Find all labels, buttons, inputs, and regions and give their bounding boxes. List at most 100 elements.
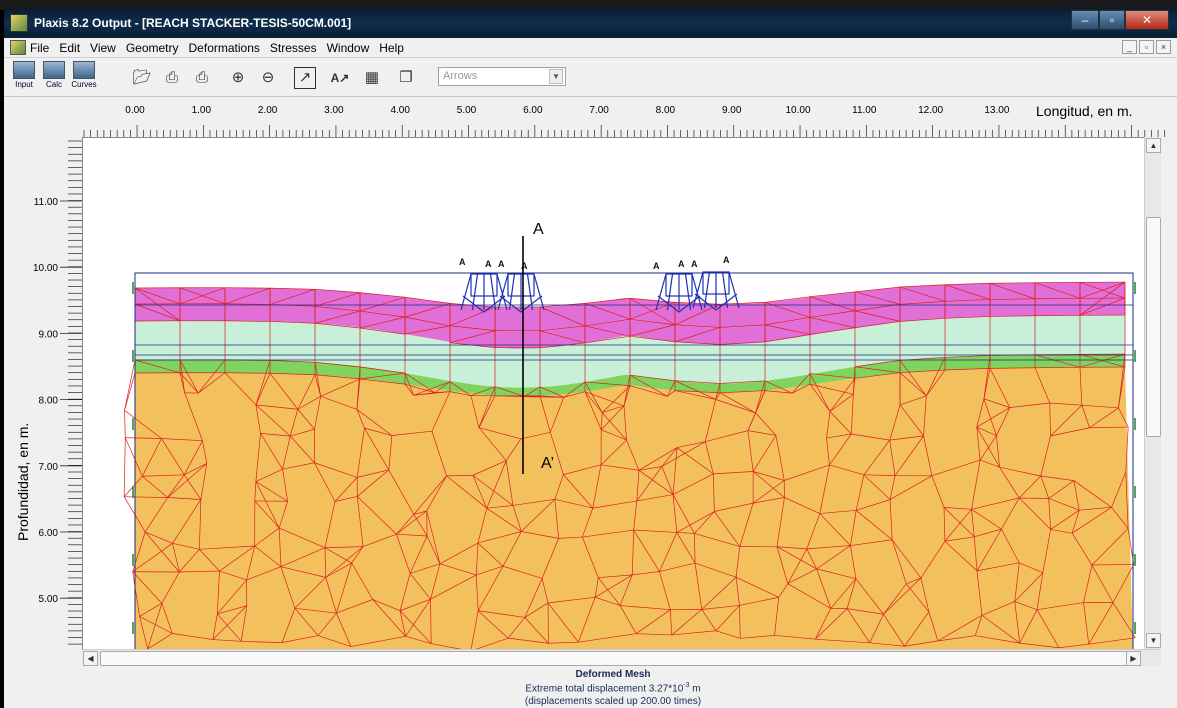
mesh-edge bbox=[776, 546, 807, 550]
mesh-edge bbox=[314, 396, 322, 430]
mesh-edge bbox=[325, 546, 364, 578]
curves-program-button[interactable]: Curves bbox=[70, 61, 98, 95]
deformed-mesh-plot: A A A A A A A AAA’ bbox=[123, 221, 1136, 649]
mesh-edge bbox=[132, 543, 173, 573]
mesh-edge bbox=[829, 433, 852, 466]
scroll-right-icon[interactable]: ▶ bbox=[1126, 651, 1141, 666]
mesh-edge bbox=[620, 605, 671, 611]
scroll-left-icon[interactable]: ◀ bbox=[83, 651, 98, 666]
mesh-edge bbox=[920, 577, 930, 612]
load-arrow bbox=[692, 271, 704, 309]
copy-icon[interactable]: ❐ bbox=[399, 69, 413, 86]
cross-section-icon[interactable]: A↗ bbox=[330, 71, 350, 85]
mdi-close-button[interactable]: × bbox=[1156, 40, 1171, 54]
zoom-out-icon[interactable]: ⊖ bbox=[261, 69, 275, 86]
open-folder-icon[interactable]: 📂︎ bbox=[132, 69, 152, 86]
mesh-edge bbox=[1091, 564, 1114, 603]
horizontal-scrollbar[interactable]: ◀ ▶ bbox=[82, 649, 1161, 666]
mesh-edge bbox=[996, 407, 1011, 436]
document-icon[interactable] bbox=[10, 40, 26, 55]
x-tick-label: 10.00 bbox=[785, 105, 810, 116]
mesh-edge bbox=[145, 531, 173, 544]
mesh-edge bbox=[219, 570, 247, 581]
mesh-edge bbox=[216, 571, 220, 614]
menu-deformations[interactable]: Deformations bbox=[188, 41, 260, 55]
mesh-edge bbox=[899, 369, 946, 374]
plot-canvas[interactable]: A A A A A A A A A A’ bbox=[82, 137, 1144, 649]
mesh-edge bbox=[294, 607, 337, 614]
mesh-edge bbox=[172, 499, 202, 544]
input-program-button[interactable]: Input bbox=[10, 61, 38, 95]
mesh-edge bbox=[472, 475, 488, 509]
vertical-scrollbar[interactable]: ▲ ▼ bbox=[1144, 137, 1161, 649]
mesh-edge bbox=[974, 528, 1002, 538]
minimize-button[interactable]: – bbox=[1071, 10, 1099, 30]
mesh-edge bbox=[715, 605, 740, 632]
reset-view-icon[interactable]: ↗ bbox=[294, 67, 316, 89]
calc-program-button[interactable]: Calc bbox=[40, 61, 68, 95]
display-mode-select[interactable]: Arrows ▼ bbox=[438, 67, 566, 86]
menu-view[interactable]: View bbox=[90, 41, 116, 55]
mesh-edge bbox=[854, 304, 901, 312]
menu-stresses[interactable]: Stresses bbox=[269, 41, 317, 55]
mesh-edge bbox=[1079, 281, 1126, 316]
mesh-edge bbox=[1019, 609, 1038, 644]
close-button[interactable]: ✕ bbox=[1125, 10, 1169, 30]
x-tick-label: 7.00 bbox=[589, 105, 609, 116]
horizontal-scroll-thumb[interactable] bbox=[100, 651, 1140, 666]
print-icon[interactable]: ⎙ bbox=[195, 69, 208, 86]
plaxis-output-window: Plaxis 8.2 Output - [REACH STACKER-TESIS… bbox=[4, 8, 1177, 708]
mesh-edge bbox=[671, 609, 702, 636]
mesh-edge bbox=[314, 361, 361, 368]
vertical-scroll-thumb[interactable] bbox=[1146, 217, 1161, 437]
mesh-edge bbox=[671, 630, 717, 636]
mesh-edge bbox=[470, 610, 479, 649]
mdi-restore-button[interactable]: ▫ bbox=[1139, 40, 1154, 54]
mesh-edge bbox=[1125, 472, 1129, 529]
mesh-edge bbox=[976, 426, 981, 461]
mesh-edge bbox=[883, 614, 905, 647]
load-label: A bbox=[653, 261, 660, 271]
table-icon[interactable]: ▦ bbox=[364, 69, 380, 86]
menu-geometry[interactable]: Geometry bbox=[125, 41, 179, 55]
mesh-edge bbox=[578, 633, 637, 643]
zoom-in-icon[interactable]: ⊕ bbox=[231, 69, 245, 86]
menu-help[interactable]: Help bbox=[379, 41, 404, 55]
mesh-edge bbox=[404, 372, 414, 396]
mesh-edge bbox=[600, 405, 625, 431]
mesh-edge bbox=[255, 404, 298, 410]
mesh-edge bbox=[134, 303, 181, 322]
mesh-edge bbox=[584, 297, 631, 304]
mesh-edge bbox=[478, 386, 496, 428]
menu-items: File Edit View Geometry Deformations Str… bbox=[30, 41, 414, 55]
mesh-edge bbox=[584, 381, 631, 387]
plaxis-app-icon[interactable] bbox=[10, 14, 28, 32]
mesh-edge bbox=[584, 335, 631, 344]
mesh-edge bbox=[477, 531, 522, 544]
mesh-edge bbox=[633, 500, 638, 531]
mesh-edge bbox=[704, 441, 714, 474]
mdi-minimize-button[interactable]: _ bbox=[1122, 40, 1137, 54]
mesh-edge bbox=[983, 355, 991, 399]
mesh-edge bbox=[167, 474, 185, 498]
mesh-edge bbox=[294, 577, 326, 609]
mesh-edge bbox=[629, 298, 676, 326]
scroll-down-icon[interactable]: ▼ bbox=[1146, 633, 1161, 648]
report-icon[interactable]: ⎙ bbox=[165, 69, 178, 86]
menu-edit[interactable]: Edit bbox=[59, 41, 81, 55]
chevron-down-icon[interactable]: ▼ bbox=[549, 69, 563, 84]
scroll-up-icon[interactable]: ▲ bbox=[1146, 138, 1161, 153]
mesh-edge bbox=[260, 433, 283, 470]
mesh-edge bbox=[512, 498, 555, 506]
menu-window[interactable]: Window bbox=[326, 41, 370, 55]
mesh-edge bbox=[1112, 602, 1136, 638]
title-bar[interactable]: Plaxis 8.2 Output - [REACH STACKER-TESIS… bbox=[4, 8, 1177, 38]
mesh-edge bbox=[740, 634, 775, 639]
caption-displacement: Extreme total displacement 3.27*10-3 m bbox=[82, 682, 1144, 694]
x-tick-label: 1.00 bbox=[192, 105, 212, 116]
maximize-button[interactable]: ▫ bbox=[1099, 10, 1125, 30]
mesh-edge bbox=[787, 568, 817, 584]
mesh-edge bbox=[334, 477, 358, 502]
menu-file[interactable]: File bbox=[30, 41, 50, 55]
mesh-edge bbox=[906, 577, 922, 585]
